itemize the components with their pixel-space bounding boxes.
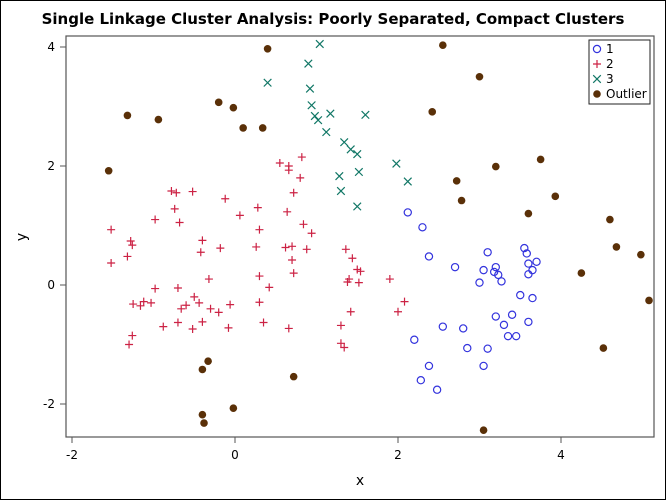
x-axis-label: x — [356, 473, 364, 489]
legend-label: Outlier — [606, 87, 647, 101]
x-tick-label: 2 — [394, 448, 402, 462]
circle-open-icon — [592, 44, 602, 54]
x-tick-label: 4 — [557, 448, 565, 462]
y-tick-label: 2 — [47, 159, 55, 173]
legend-label: 3 — [606, 72, 614, 86]
legend: 1 2 3 Outlier — [588, 39, 651, 105]
x-tick-label: 0 — [231, 448, 239, 462]
legend-item-outlier: Outlier — [593, 87, 647, 101]
y-tick-label: 4 — [47, 40, 55, 54]
x-tick-label: -2 — [66, 448, 78, 462]
x-axis: -2 0 2 4 — [66, 437, 565, 462]
chart-title: Single Linkage Cluster Analysis: Poorly … — [41, 10, 625, 28]
circle-filled-icon — [593, 90, 601, 98]
legend-label: 1 — [606, 42, 614, 56]
y-tick-label: 0 — [47, 278, 55, 292]
y-tick-label: -2 — [43, 397, 55, 411]
plot-area — [65, 35, 655, 438]
legend-item-3: 3 — [592, 72, 614, 86]
legend-label: 2 — [606, 57, 614, 71]
legend-item-2: 2 — [593, 57, 614, 71]
legend-item-1: 1 — [592, 42, 614, 56]
x-mark-icon — [592, 74, 602, 84]
data-points — [104, 39, 653, 434]
y-axis: -2 0 2 4 — [43, 40, 66, 411]
y-axis-label: y — [14, 233, 30, 241]
plus-icon — [593, 60, 601, 68]
